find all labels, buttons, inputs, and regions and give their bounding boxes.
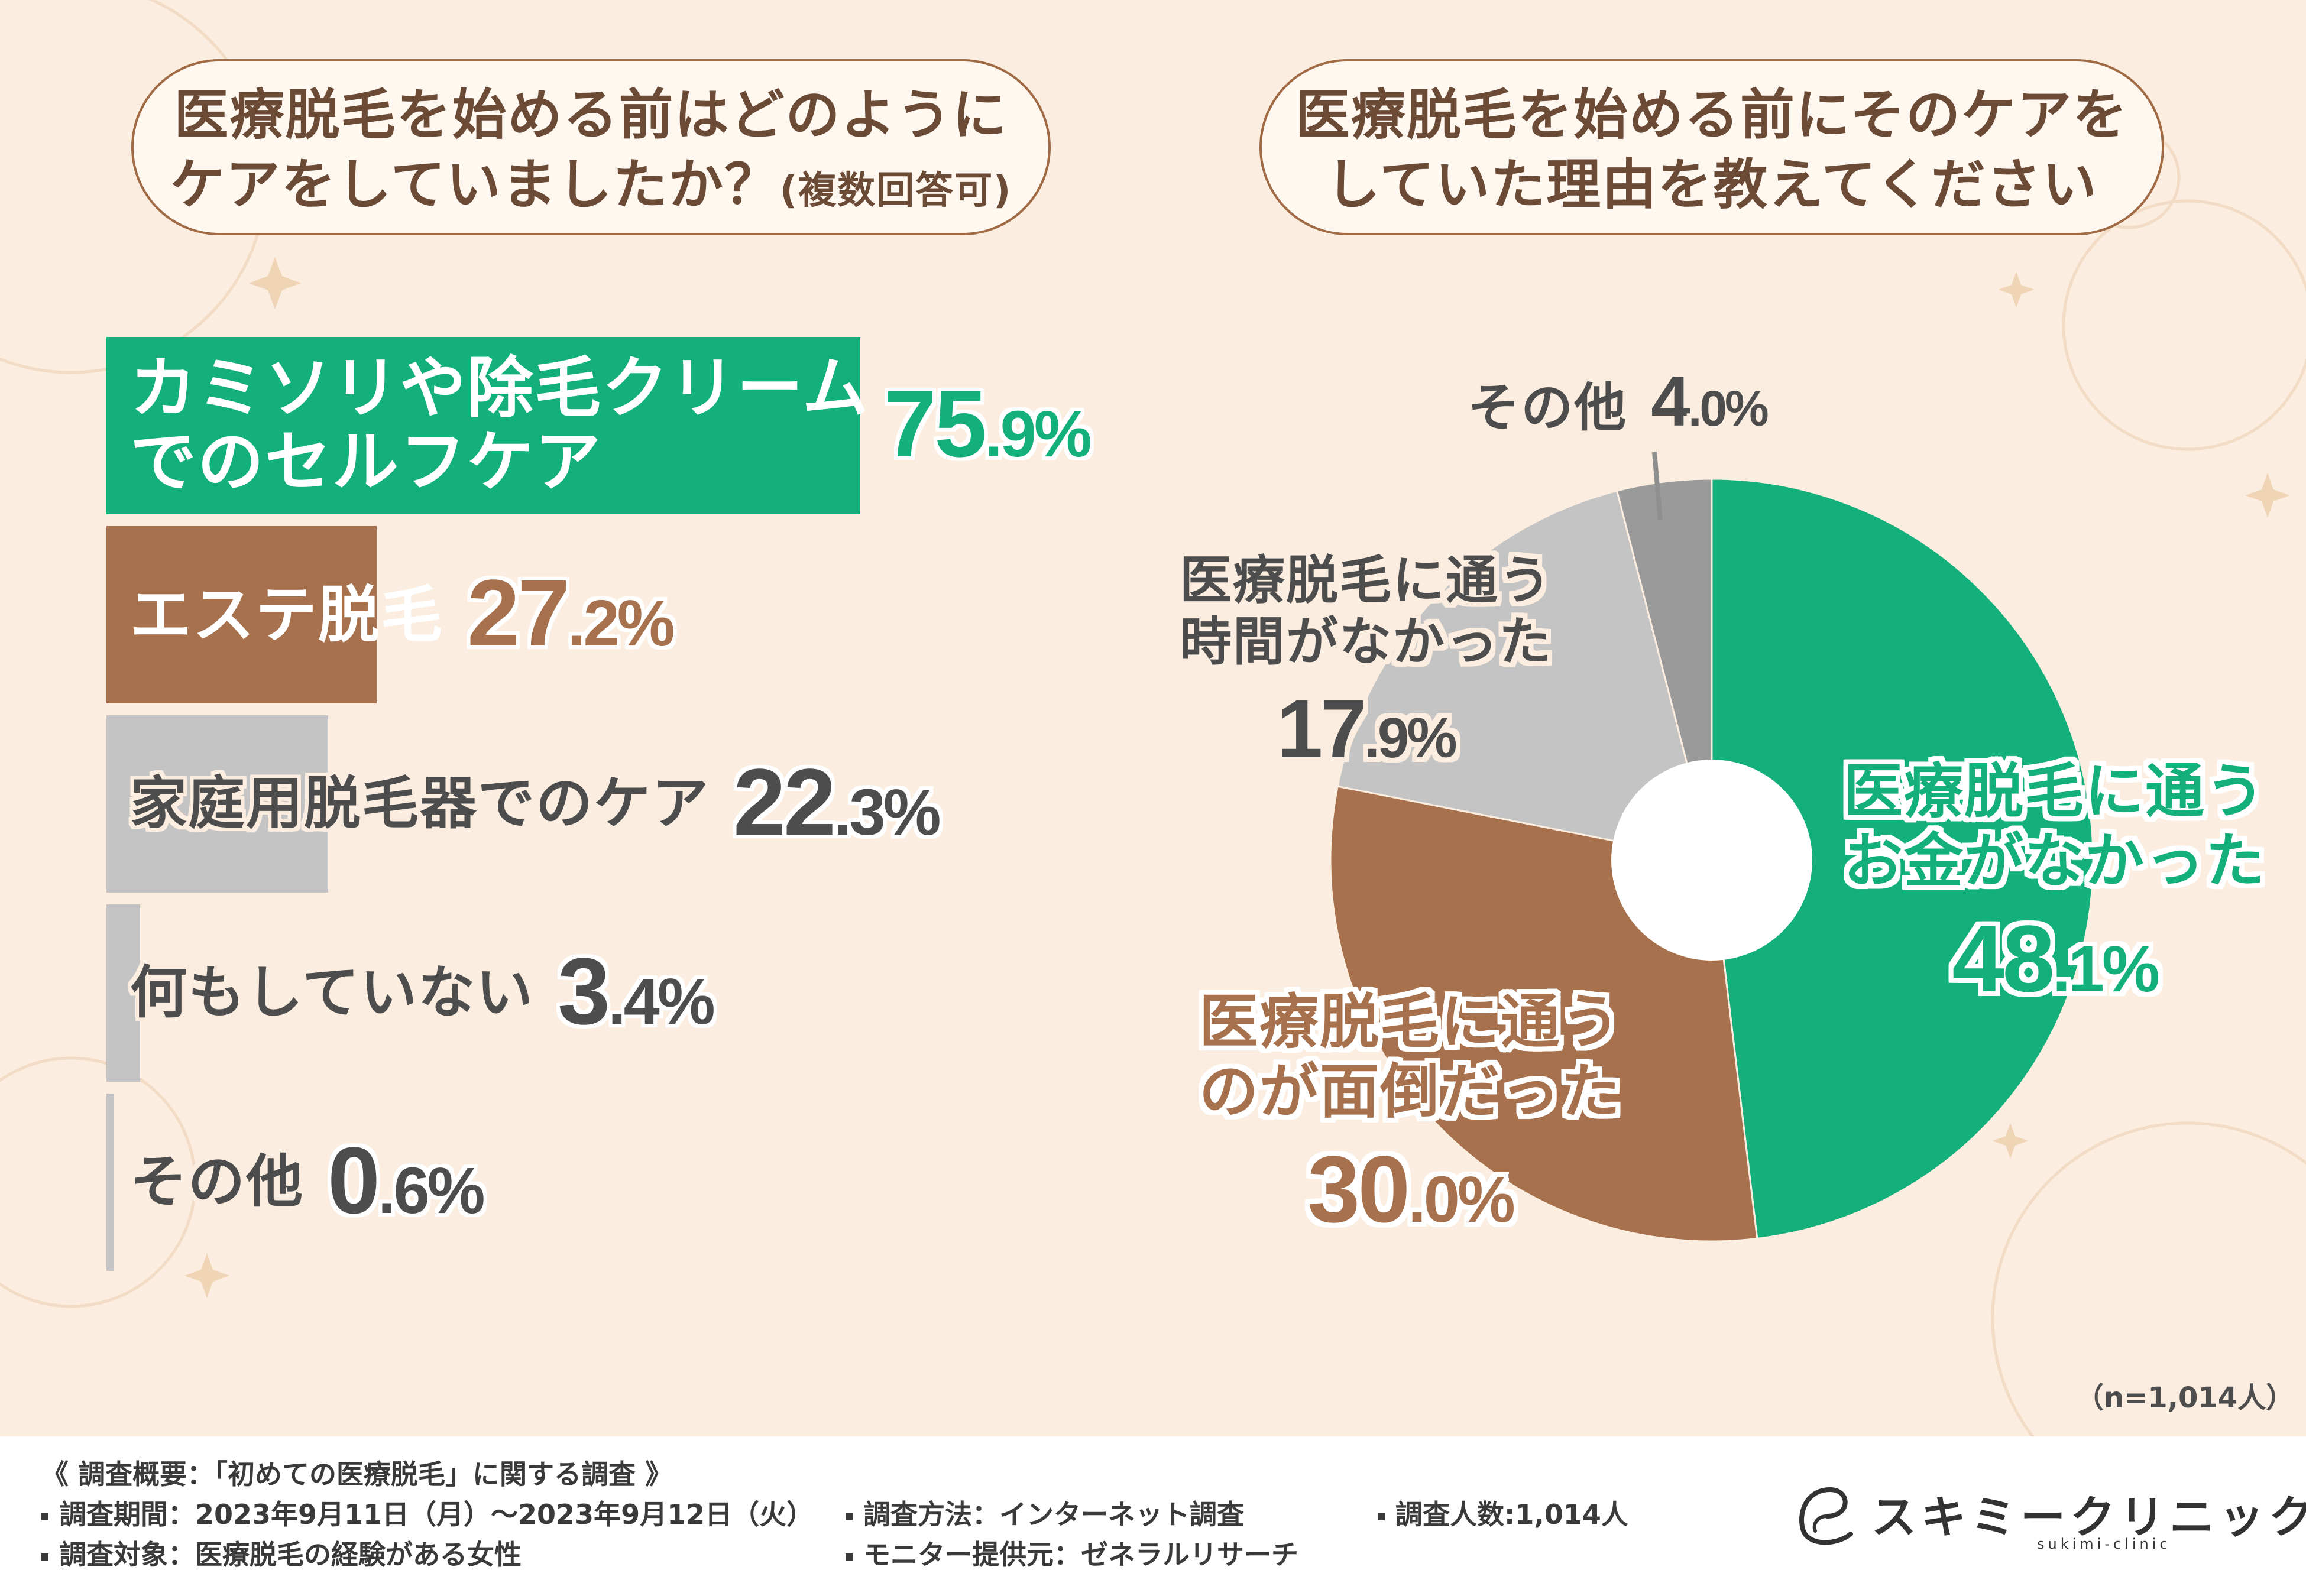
bar-label-1: カミソリや除毛クリーム でのセルフケア [130,349,870,501]
survey-target: 調査対象：医療脱毛の経験がある女性 [59,1539,522,1571]
donut-label-line: 医療脱毛に通う [1199,987,1621,1056]
donut-label-4: その他 4.0% [1468,361,1769,442]
donut-value-dec: .0% [1688,381,1769,436]
donut-label-line: 時間がなかった [1179,611,1552,672]
donut-value-dec: .9% [1364,706,1457,770]
leader-line [1652,452,1663,521]
donut-label-line: お金がなかった [1844,826,2266,896]
bar-4 [106,904,141,1082]
donut-label-2: 医療脱毛に通う のが面倒だった 30.0% [1199,987,1621,1244]
bar-value-2: 27.2% [467,559,675,667]
survey-period: 調査期間：2023年9月11日（月）～2023年9月12日（火） [59,1498,814,1530]
donut-label-text: その他 [1468,377,1628,438]
right-title-line1: 医療脱毛を始める前にそのケアを [1295,83,2129,147]
donut-hole [1611,760,1812,961]
bar-value-dec: .3% [833,776,941,849]
survey-provider-row: モニター提供元：ゼネラルリサーチ [846,1533,1298,1572]
left-title-note: (複数回答可) [779,169,1012,213]
bar-value-int: 0 [328,1127,380,1233]
bar-1 [106,337,861,514]
bar-label-line: その他 [130,1149,304,1215]
donut-label-line: 医療脱毛に通う [1844,757,2266,826]
donut-label-line: 医療脱毛に通う [1179,550,1552,611]
survey-method-row: 調査方法：インターネット調査 [846,1493,1244,1532]
bar-label-line: カミソリや除毛クリーム [130,349,870,427]
survey-count: 調査人数:1,014人 [1395,1498,1628,1530]
donut-slice-1 [1711,478,2094,1240]
care-reason-donut-chart [1329,452,2094,1243]
bar-value-int: 75 [884,371,987,476]
bar-value-int: 27 [467,560,570,666]
right-title-line2: していた理由を教えてください [1326,153,2098,216]
bar-value-int: 22 [733,749,836,855]
survey-footer: 《 調査概要：「初めての医療脱毛」に関する調査 》 調査期間：2023年9月11… [0,1436,2306,1596]
bar-label-line: でのセルフケア [130,423,602,501]
bar-value-4: 3.4% [558,937,715,1046]
bullet-icon [846,1513,853,1520]
left-title-line2: ケアをしていましたか？ [170,153,780,216]
bar-value-int: 3 [558,938,610,1044]
donut-slice-3 [1336,489,1714,861]
bar-label-line: 何もしていない [130,959,535,1026]
bar-value-dec: .9% [984,398,1092,471]
donut-label-value: 30.0% [1199,1135,1621,1244]
donut-value-dec: .1% [2052,933,2160,1005]
right-question-title: 医療脱毛を始める前にそのケアを していた理由を教えてください [1259,59,2164,235]
survey-target-row: 調査対象：医療脱毛の経験がある女性 [41,1533,522,1572]
donut-label-value: 17.9% [1180,681,1552,777]
bar-label-4: 何もしていない [130,961,534,1025]
donut-label-1: 医療脱毛に通う お金がなかった 48.1% [1844,757,2266,1013]
bar-label-5: その他 [130,1150,304,1214]
bar-value-5: 0.6% [328,1126,485,1235]
donut-label-value: 4.0% [1651,361,1769,442]
survey-overview: 《 調査概要：「初めての医療脱毛」に関する調査 》 [41,1458,673,1490]
bar-label-line: 家庭用脱毛器でのケア [130,770,710,837]
bar-5 [106,1094,114,1271]
left-title-line1: 医療脱毛を始める前はどのように [174,83,1008,147]
donut-label-3: 医療脱毛に通う 時間がなかった 17.9% [1180,550,1552,777]
donut-value-int: 4 [1651,362,1690,441]
bar-2 [106,526,377,703]
bullet-icon [41,1553,48,1561]
bullet-icon [41,1513,48,1520]
left-question-title: 医療脱毛を始める前はどのように ケアをしていましたか？(複数回答可) [131,59,1051,235]
left-title-line2-wrap: ケアをしていましたか？(複数回答可) [134,150,1048,226]
survey-count-row: 調査人数:1,014人 [1378,1493,1628,1532]
bar-3 [106,715,328,893]
donut-value-int: 30 [1307,1136,1410,1242]
clinic-logo-sub: sukimi-clinic [2037,1536,2171,1552]
bar-label-3: 家庭用脱毛器でのケア [130,772,710,836]
bar-value-1: 75.9% [884,369,1092,478]
survey-period-row: 調査期間：2023年9月11日（月）～2023年9月12日（火） [41,1493,814,1532]
donut-label-line: のが面倒だった [1199,1057,1621,1126]
bullet-icon [846,1553,853,1561]
bar-value-dec: .2% [567,587,675,660]
clinic-logo-name: スキミークリニック [1871,1491,2306,1543]
bar-label-2: エステ脱毛 [130,580,443,649]
donut-label-value: 48.1% [1844,904,2266,1013]
donut-value-dec: .0% [1408,1163,1515,1236]
sample-size: （n=1,014人） [2075,1381,2295,1415]
bar-value-3: 22.3% [733,748,941,857]
donut-value-int: 48 [1952,906,2055,1011]
bar-value-dec: .4% [608,965,715,1038]
bullet-icon [1378,1513,1385,1520]
bar-value-dec: .6% [377,1154,485,1227]
bar-label-line: エステ脱毛 [130,578,444,651]
survey-provider: モニター提供元：ゼネラルリサーチ [863,1539,1298,1571]
clinic-logo-icon [1799,1487,1853,1545]
survey-method: 調査方法：インターネット調査 [863,1498,1244,1530]
donut-value-int: 17 [1277,682,1366,775]
